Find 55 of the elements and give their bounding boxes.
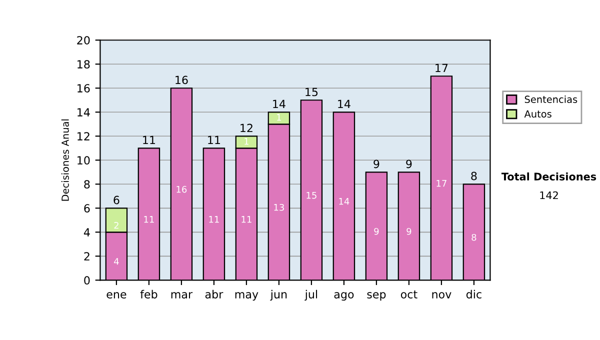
total-label: 14 xyxy=(338,100,350,108)
x-tick-label: nov xyxy=(432,292,452,298)
total-label: 16 xyxy=(176,76,188,84)
x-tick-label: feb xyxy=(140,290,158,298)
y-tick-label: 10 xyxy=(78,156,90,165)
y-tick-label: 8 xyxy=(84,180,90,189)
y-tick-label: 14 xyxy=(78,108,90,116)
x-tick-label: dic xyxy=(466,290,482,298)
data-label: 11 xyxy=(144,216,154,223)
total-label: 9 xyxy=(406,160,412,168)
data-label: 1 xyxy=(244,138,248,145)
x-tick-label: ene xyxy=(106,292,126,298)
total-label: 12 xyxy=(240,124,252,132)
total-label: 14 xyxy=(273,100,286,108)
total-label: 11 xyxy=(143,136,155,144)
x-tick-label: abr xyxy=(205,290,224,298)
x-tick-label: jun xyxy=(270,290,287,301)
y-tick-label: 2 xyxy=(84,252,90,260)
total-label: 6 xyxy=(114,196,120,204)
x-tick-label: sep xyxy=(367,292,386,301)
total-label: 17 xyxy=(436,64,448,72)
y-axis-title: Decisiones Anual xyxy=(61,119,69,201)
text: Total Decisiones xyxy=(501,172,596,180)
data-label: 9 xyxy=(406,228,412,235)
data-label: 17 xyxy=(436,180,446,187)
total-label: 11 xyxy=(208,136,220,144)
legend-label: Sentencias xyxy=(524,95,578,104)
x-tick-label: may xyxy=(235,292,258,301)
total-label: 9 xyxy=(374,160,380,168)
x-tick-label: jul xyxy=(304,290,318,301)
data-label: 4 xyxy=(114,258,119,265)
data-label: 9 xyxy=(374,228,379,235)
y-tick-label: 0 xyxy=(84,276,90,285)
x-tick-label: mar xyxy=(171,292,193,298)
legend-label: Autos xyxy=(524,110,552,118)
data-label: 11 xyxy=(242,216,252,223)
data-label: 11 xyxy=(209,216,219,223)
y-tick-label: 6 xyxy=(84,204,90,213)
data-label: 8 xyxy=(472,234,476,241)
y-tick-label: 12 xyxy=(78,132,90,140)
total-label: 8 xyxy=(471,172,477,180)
data-label: 1 xyxy=(277,114,281,121)
y-tick-label: 20 xyxy=(77,36,90,44)
data-label: 14 xyxy=(339,198,350,205)
data-label: 2 xyxy=(114,222,118,229)
text: 142 xyxy=(540,191,558,200)
y-tick-label: 18 xyxy=(78,60,90,69)
data-label: 15 xyxy=(306,192,316,199)
data-label: 13 xyxy=(274,204,284,211)
data-label: 16 xyxy=(176,186,187,193)
x-tick-label: oct xyxy=(400,290,418,298)
x-tick-label: ago xyxy=(334,292,354,301)
y-tick-label: 4 xyxy=(84,228,90,236)
total-label: 15 xyxy=(306,88,318,96)
y-tick-label: 16 xyxy=(78,84,90,93)
